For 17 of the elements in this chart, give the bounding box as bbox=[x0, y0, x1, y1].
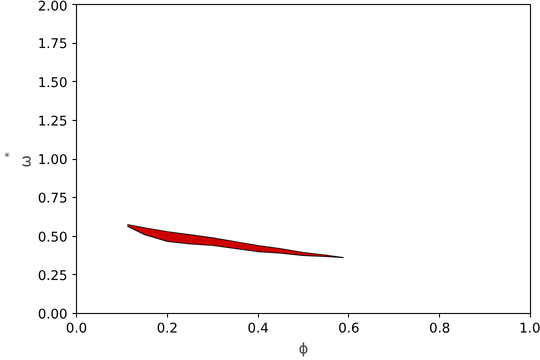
x-tick-label: 0.0 bbox=[66, 322, 88, 336]
x-tick-label: 0.6 bbox=[338, 322, 360, 336]
y-tick-label: 1.50 bbox=[38, 76, 68, 91]
y-tick-label: 0.25 bbox=[38, 268, 68, 284]
y-tick-label: 2.00 bbox=[38, 0, 68, 14]
y-tick-label: 0.50 bbox=[38, 230, 68, 246]
y-axis-title: ω* bbox=[2, 152, 34, 168]
x-tick-label: 0.2 bbox=[156, 322, 178, 336]
y-tick-label: 1.00 bbox=[38, 153, 68, 168]
x-tick-label: 1.0 bbox=[519, 322, 540, 336]
x-tick-label: 0.8 bbox=[429, 322, 450, 336]
y-tick-label: 0.75 bbox=[38, 192, 68, 207]
x-tick-label: 0.4 bbox=[248, 322, 269, 336]
y-tick-label: 1.75 bbox=[38, 37, 68, 52]
x-axis-title: ϕ bbox=[298, 340, 308, 358]
y-tick-label: 0.00 bbox=[38, 308, 68, 322]
y-tick-label: 1.25 bbox=[38, 114, 68, 130]
